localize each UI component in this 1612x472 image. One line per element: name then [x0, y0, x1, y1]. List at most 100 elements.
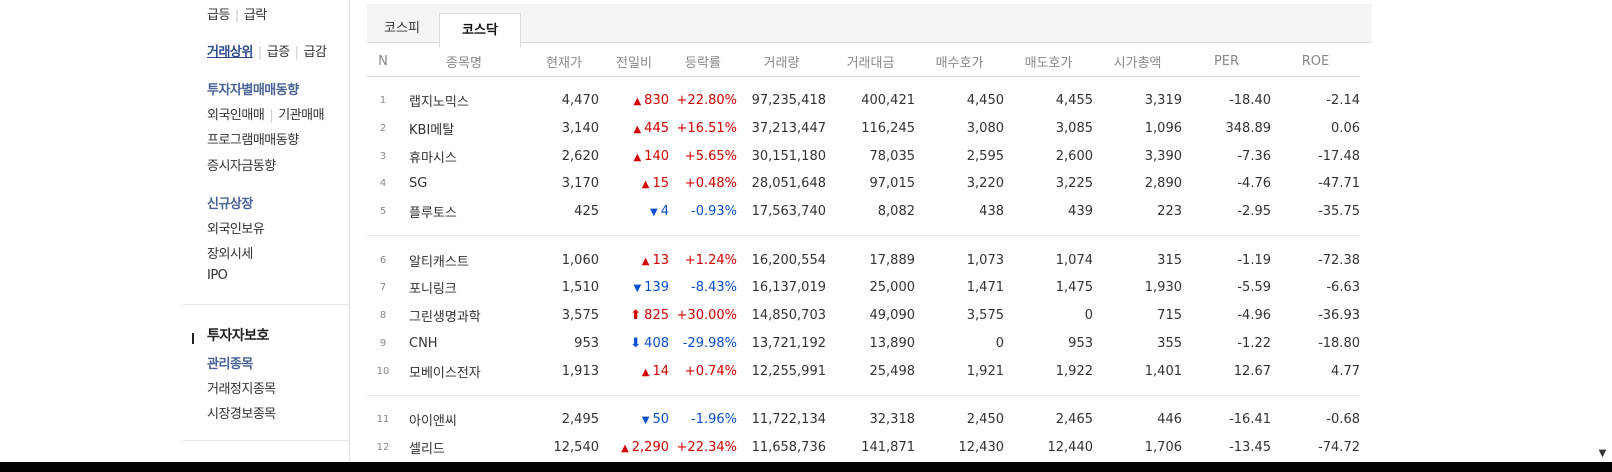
roe: -35.75 — [1318, 204, 1360, 220]
stock-name[interactable]: KBI메탈 — [409, 123, 455, 139]
tab-kospi[interactable]: 코스피 — [384, 21, 420, 36]
sidebar-item-deposit-trend[interactable]: 증시자금동향 — [207, 159, 276, 174]
stock-name[interactable]: 플루토스 — [409, 206, 457, 222]
roe: -72.38 — [1318, 252, 1360, 268]
table-row: 2 KBI메탈 3,140 ▲ 445 +16.51% 37,213,447 116,245 3… — [367, 115, 1360, 143]
bid-price: 2,450 — [966, 412, 1004, 428]
change-value: ▼ 50 — [599, 406, 669, 434]
market-cap: 1,096 — [1144, 121, 1182, 137]
change-amount: 825 — [644, 308, 669, 324]
row-number: 5 — [379, 206, 387, 218]
volume: 37,213,447 — [751, 121, 826, 137]
table-row: 3 휴마시스 2,620 ▲ 140 +5.65% 30,151,180 78,035 2,59… — [367, 142, 1360, 170]
sidebar-item-investor-trend[interactable]: 투자자별매매동향 — [207, 83, 299, 98]
sidebar-item-institution-trades[interactable]: 기관매매 — [278, 108, 325, 123]
sidebar-item-suspended-stocks[interactable]: 거래정지종목 — [207, 382, 276, 397]
sidebar-item-plunge[interactable]: 급락 — [243, 8, 267, 23]
stock-name[interactable]: 휴마시스 — [409, 150, 457, 166]
up-arrow-icon: ▲ — [633, 96, 642, 108]
current-price: 3,140 — [561, 121, 599, 137]
change-value: ▲ 14 — [599, 357, 669, 385]
sidebar-row-trades: 외국인매매 | 기관매매 — [207, 108, 325, 123]
change-rate: +30.00% — [676, 308, 737, 324]
sidebar-item-new-listing[interactable]: 신규상장 — [207, 197, 253, 212]
stock-name[interactable]: 포니링크 — [409, 282, 457, 298]
market-cap: 355 — [1157, 335, 1182, 351]
col-header-roe: ROE — [1301, 53, 1330, 69]
down-arrow-icon: ⬇ — [630, 335, 642, 351]
row-number: 6 — [379, 254, 387, 266]
table-header-row: N 종목명 현재가 전일비 등락률 거래량 거래대금 매수호가 매도호가 시가총… — [367, 46, 1360, 77]
current-price: 1,510 — [561, 280, 599, 296]
stock-name[interactable]: SG — [409, 176, 428, 192]
sidebar-heading-investor-protection: 투자자보호 — [207, 328, 269, 344]
roe: -18.80 — [1318, 335, 1360, 351]
change-amount: 445 — [644, 121, 669, 137]
market-cap: 2,890 — [1144, 176, 1182, 192]
volume: 16,200,554 — [751, 252, 826, 268]
change-rate: +16.51% — [676, 121, 737, 137]
stock-name[interactable]: 랩지노믹스 — [409, 95, 469, 111]
ask-price: 3,225 — [1055, 176, 1093, 192]
ask-price: 2,600 — [1055, 148, 1093, 164]
bid-price: 3,575 — [966, 308, 1004, 324]
per: -18.40 — [1229, 93, 1271, 109]
stock-name[interactable]: 그린생명과학 — [409, 310, 481, 326]
row-number: 1 — [379, 95, 387, 107]
bid-price: 1,921 — [966, 363, 1004, 379]
table-row: 10 모베이스전자 1,913 ▲ 14 +0.74% 12,255,991 25,498 1,… — [367, 357, 1360, 385]
roe: 4.77 — [1331, 363, 1360, 379]
stock-name[interactable]: 아이앤씨 — [409, 414, 457, 430]
up-arrow-icon: ▲ — [641, 255, 650, 267]
roe: -6.63 — [1326, 280, 1360, 296]
col-header-price: 현재가 — [546, 55, 582, 71]
table-row: 8 그린생명과학 3,575 ⬆ 825 +30.00% 14,850,703 49,090 3… — [367, 302, 1360, 330]
current-price: 3,170 — [561, 176, 599, 192]
trade-amount: 97,015 — [869, 176, 916, 192]
sidebar-item-foreign-trades[interactable]: 외국인매매 — [207, 108, 265, 123]
tab-kosdaq[interactable]: 코스닥 — [439, 13, 521, 48]
per: -1.22 — [1237, 335, 1271, 351]
current-price: 2,495 — [561, 412, 599, 428]
table-row: 6 알티캐스트 1,060 ▲ 13 +1.24% 16,200,554 17,889 1,07… — [367, 246, 1360, 274]
volume: 11,658,736 — [751, 439, 826, 455]
ask-price: 953 — [1068, 335, 1093, 351]
sidebar-item-otc-price[interactable]: 장외시세 — [207, 247, 253, 262]
scrollbar[interactable] — [1593, 0, 1612, 462]
sidebar-item-ipo[interactable]: IPO — [207, 268, 228, 283]
sidebar-item-program-trend[interactable]: 프로그램매매동향 — [207, 133, 299, 148]
bid-price: 2,595 — [966, 148, 1004, 164]
col-header-rate: 등락률 — [685, 55, 721, 71]
main-content: 코스피 코스닥 N 종목명 현재가 전일비 등락률 거래량 거래대금 매수호가 … — [367, 0, 1372, 462]
change-value: ▲ 13 — [599, 246, 669, 274]
row-number: 4 — [379, 178, 387, 190]
sidebar-item-volume-decrease[interactable]: 급감 — [303, 45, 327, 60]
scroll-down-arrow-icon[interactable]: ▼ — [1598, 448, 1607, 459]
sidebar-item-warning-stocks[interactable]: 시장경보종목 — [207, 407, 276, 422]
col-header-n: N — [378, 53, 388, 69]
stock-name[interactable]: 모베이스전자 — [409, 365, 481, 381]
trade-amount: 13,890 — [869, 335, 916, 351]
ask-price: 1,074 — [1055, 252, 1093, 268]
stock-name[interactable]: 셀리드 — [409, 441, 445, 457]
col-header-ask: 매도호가 — [1024, 55, 1073, 71]
sidebar-item-top-volume[interactable]: 거래상위 — [207, 45, 253, 60]
market-cap: 223 — [1157, 204, 1182, 220]
trade-amount: 25,498 — [869, 363, 916, 379]
group-separator — [367, 394, 1360, 396]
group-separator — [367, 235, 1360, 237]
stock-name[interactable]: 알티캐스트 — [409, 254, 469, 270]
row-number: 10 — [376, 365, 390, 377]
change-value: ⬇ 408 — [599, 330, 669, 358]
sidebar-item-managed-stocks[interactable]: 관리종목 — [207, 357, 253, 372]
trade-amount: 141,871 — [861, 439, 915, 455]
window-bottom-edge — [0, 462, 1612, 472]
stock-name[interactable]: CNH — [409, 335, 438, 351]
sidebar-item-surge[interactable]: 급등 — [207, 8, 230, 23]
col-header-amount: 거래대금 — [846, 55, 895, 71]
change-value: ▲ 445 — [599, 115, 669, 143]
sidebar-item-volume-increase[interactable]: 급증 — [266, 45, 290, 60]
change-value: ▼ 139 — [599, 274, 669, 302]
volume: 16,137,019 — [751, 280, 826, 296]
sidebar-item-foreign-holding[interactable]: 외국인보유 — [207, 222, 265, 237]
